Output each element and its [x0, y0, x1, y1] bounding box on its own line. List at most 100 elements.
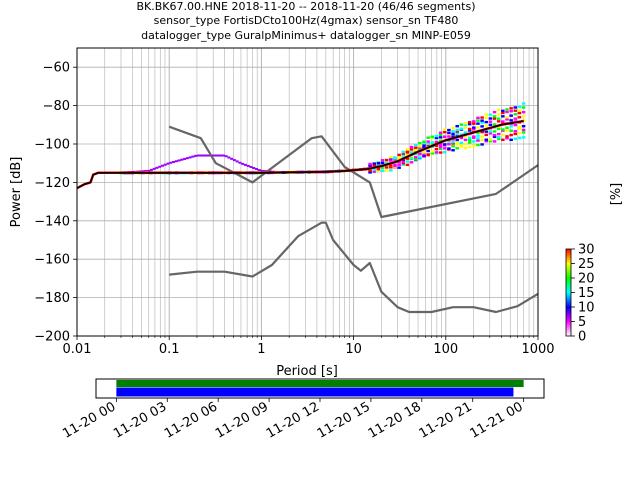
density-cell — [488, 123, 493, 127]
density-cell — [521, 131, 526, 134]
density-cell — [372, 162, 376, 165]
density-cell — [455, 130, 459, 133]
density-cell — [505, 129, 509, 132]
density-cell — [155, 166, 159, 169]
density-cell — [463, 135, 468, 138]
density-cell — [397, 154, 401, 158]
density-cell — [505, 110, 509, 114]
density-cell — [521, 102, 526, 105]
density-cell — [517, 105, 522, 109]
density-cell — [418, 145, 422, 148]
density-cell — [430, 136, 435, 140]
density-cell — [438, 145, 443, 149]
density-cell — [476, 134, 480, 137]
colorbar-tick-label: 5 — [578, 315, 586, 330]
density-cell — [476, 143, 480, 147]
density-cell — [455, 132, 459, 136]
density-cell — [459, 123, 464, 126]
density-cell — [397, 157, 401, 161]
colorbar-tick-label: 25 — [578, 257, 595, 272]
coverage-tick-label: 11-20 06 — [162, 399, 220, 441]
density-cell — [484, 120, 489, 124]
density-cell — [463, 123, 468, 127]
mean-curve — [76, 120, 524, 189]
y-tick-label: −200 — [34, 330, 70, 345]
x-tick-label: 1000 — [521, 342, 554, 357]
density-cell — [376, 167, 381, 171]
density-cell — [492, 133, 497, 137]
density-cell — [455, 143, 459, 146]
density-cell — [405, 150, 410, 153]
density-cell — [467, 129, 472, 132]
density-cell — [488, 140, 493, 143]
density-cell — [492, 115, 497, 118]
title-line-1: BK.BK67.00.HNE 2018-11-20 -- 2018-11-20 … — [137, 0, 476, 13]
density-cell — [393, 164, 397, 168]
density-cell — [509, 133, 513, 137]
density-cell — [163, 163, 167, 166]
density-cell — [459, 136, 464, 140]
density-cell — [492, 117, 497, 120]
density-cell — [484, 130, 489, 133]
density-cell — [480, 116, 484, 119]
density-cell — [496, 113, 501, 116]
y-axis-label: Power [dB] — [9, 157, 24, 228]
density-cell — [447, 131, 451, 135]
density-cell — [467, 145, 472, 148]
density-cell — [509, 125, 513, 128]
density-cell — [413, 158, 418, 161]
density-cell — [422, 154, 426, 158]
x-tick-label: 0.01 — [63, 342, 92, 357]
density-cell — [509, 119, 513, 122]
density-cell — [496, 127, 501, 131]
density-cell — [434, 151, 439, 154]
coverage-tick-label: 11-20 15 — [315, 399, 373, 441]
density-cell — [505, 116, 509, 119]
density-cell — [158, 165, 162, 168]
density-cell — [368, 171, 372, 174]
density-cell — [180, 158, 184, 161]
density-cell — [467, 138, 472, 142]
density-cell — [409, 148, 414, 151]
density-cell — [480, 135, 484, 138]
density-cell — [409, 145, 414, 149]
coverage-tick-label: 11-20 12 — [264, 399, 322, 441]
density-cell — [152, 167, 156, 170]
density-cell — [505, 118, 509, 121]
density-cell — [521, 128, 526, 132]
density-cell — [260, 169, 264, 172]
y-tick-label: −180 — [34, 291, 70, 306]
density-cell — [463, 122, 468, 125]
density-cell — [221, 154, 225, 157]
density-cell — [513, 130, 518, 133]
density-cell — [505, 137, 509, 140]
density-cell — [249, 165, 253, 168]
density-cell — [443, 143, 447, 146]
density-cell — [380, 159, 385, 162]
density-cell — [467, 122, 472, 126]
density-cell — [438, 143, 443, 147]
density-cell — [484, 124, 489, 127]
density-cell — [513, 109, 518, 112]
density-cell — [505, 108, 509, 111]
density-cell — [430, 141, 435, 144]
density-cell — [401, 162, 406, 165]
density-cell — [380, 161, 385, 165]
density-cell — [488, 130, 493, 133]
density-cell — [501, 128, 505, 131]
density-cell — [219, 154, 223, 157]
density-cell — [488, 120, 493, 123]
density-cell — [368, 169, 372, 172]
density-cell — [447, 128, 451, 132]
density-cell — [422, 145, 426, 149]
density-cell — [438, 131, 443, 134]
density-cell — [380, 169, 385, 172]
density-cell — [492, 123, 497, 126]
density-cell — [183, 157, 187, 160]
density-cell — [476, 139, 480, 142]
density-cell — [480, 143, 484, 146]
density-cell — [492, 140, 497, 143]
coverage-bar-available — [116, 387, 514, 397]
plot-ticks: 0.01 0.1 1 10 100 1000 −60 −80 −100 −120 −140 −160 −… — [34, 61, 554, 357]
